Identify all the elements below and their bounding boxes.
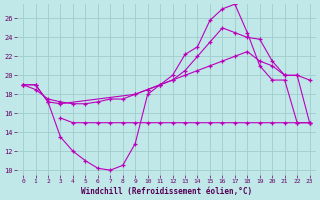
X-axis label: Windchill (Refroidissement éolien,°C): Windchill (Refroidissement éolien,°C) xyxy=(81,187,252,196)
